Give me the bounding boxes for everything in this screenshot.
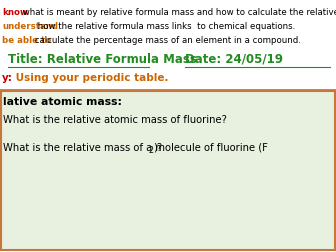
Text: What is the relative atomic mass of fluorine?: What is the relative atomic mass of fluo… [3,115,227,125]
Text: lative atomic mass:: lative atomic mass: [3,97,122,107]
Text: y:: y: [2,73,13,83]
Text: )?: )? [154,143,163,153]
Text: Title: Relative Formula Mass: Title: Relative Formula Mass [8,53,197,66]
Text: Using your periodic table.: Using your periodic table. [12,73,168,83]
Text: Date: 24/05/19: Date: 24/05/19 [185,53,283,66]
Text: 2: 2 [149,146,154,155]
Text: how the relative formula mass links  to chemical equations.: how the relative formula mass links to c… [35,22,295,31]
Text: be able to: be able to [2,36,51,45]
Text: calculate the percentage mass of an element in a compound.: calculate the percentage mass of an elem… [32,36,301,45]
Text: what is meant by relative formula mass and how to calculate the relative fo: what is meant by relative formula mass a… [20,8,336,17]
Text: What is the relative mass of a molecule of fluorine (F: What is the relative mass of a molecule … [3,143,268,153]
Text: understand: understand [2,22,58,31]
Text: know: know [2,8,28,17]
FancyBboxPatch shape [1,91,335,250]
